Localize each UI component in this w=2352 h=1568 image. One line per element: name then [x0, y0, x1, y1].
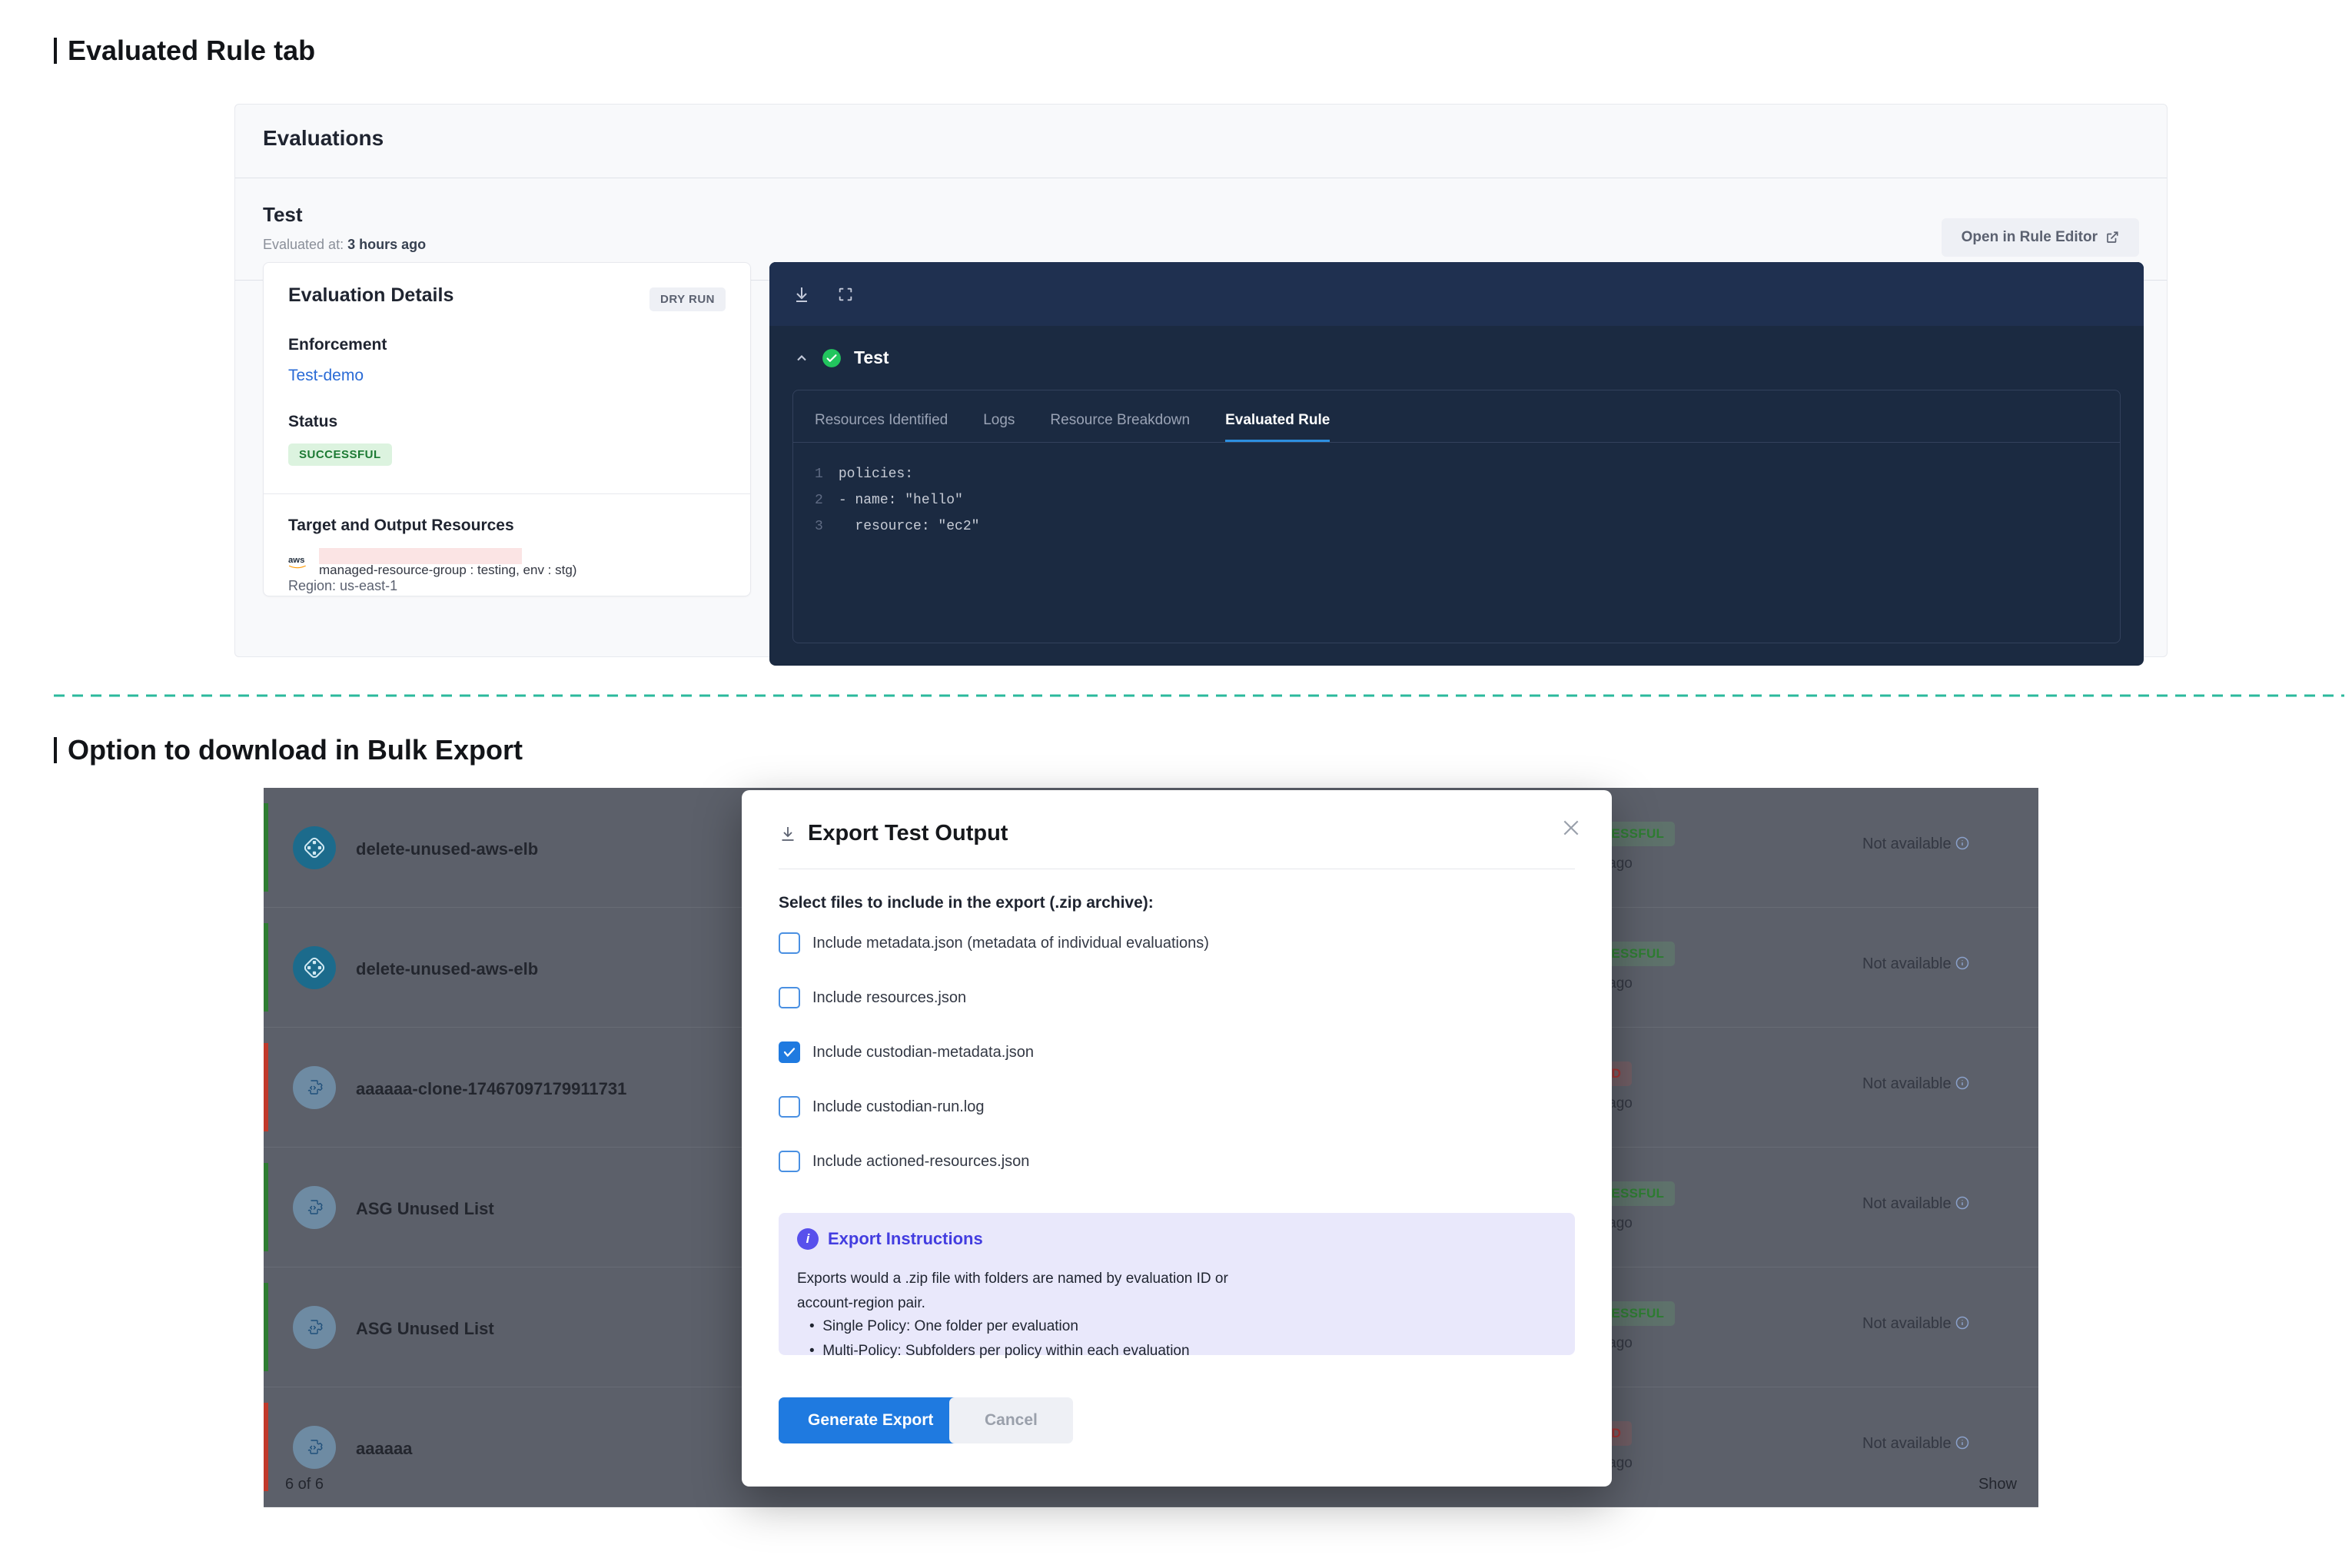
svg-text:aws: aws	[288, 556, 304, 565]
